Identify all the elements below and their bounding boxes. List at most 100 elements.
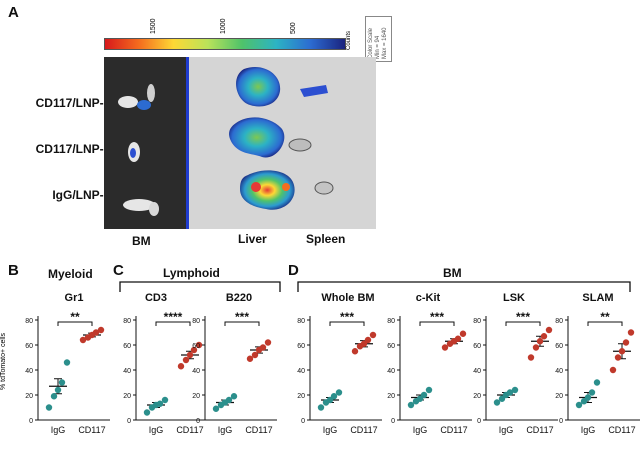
data-point-cd117 [454,335,462,342]
plot-title: c-Kit [416,292,441,304]
data-point-cd117 [360,340,368,347]
data-point-cd117 [79,336,87,344]
data-point-igg [335,389,343,396]
spleen-2 [288,138,312,152]
data-point-igg [580,398,588,405]
data-point-cd117 [545,326,553,334]
bracket-lymphoid [119,281,281,292]
row-label-2: CD117/LNP-Luc [35,142,125,156]
significance-label: *** [516,310,530,324]
liver-hotspot [282,183,290,191]
data-point-igg [58,379,66,386]
y-tick-label: 80 [555,318,563,325]
y-tick-label: 0 [29,418,33,425]
significance-label: ** [70,310,80,324]
data-point-cd117 [618,348,626,355]
data-point-cd117 [264,339,272,346]
y-tick-label: 40 [192,368,200,375]
data-point-igg [506,389,514,396]
y-tick-label: 60 [473,343,481,350]
data-point-igg [54,386,62,394]
y-tick-label: 60 [25,343,33,350]
plot-title: SLAM [582,292,613,304]
y-tick-label: 40 [555,368,563,375]
x-tick-label: IgG [218,425,233,435]
y-tick-label: 0 [196,418,200,425]
significance-label: *** [235,310,249,324]
data-point-cd117 [369,331,377,339]
y-tick-label: 60 [387,343,395,350]
data-point-cd117 [177,363,185,370]
significance-label: ** [600,310,610,324]
spleen-3 [314,181,334,195]
liver-1 [236,67,281,107]
organ-label-liver: Liver [238,232,267,246]
y-tick-label: 40 [387,368,395,375]
plot-slam: SLAM 0 20 40 60 80 IgG CD117 ** [555,292,640,435]
data-point-cd117 [364,336,372,344]
y-tick-label: 20 [25,393,33,400]
significance-bracket [587,321,623,326]
data-point-igg [212,405,220,412]
data-point-igg [326,396,334,404]
y-tick-label: 20 [297,393,305,400]
y-tick-label: 40 [25,368,33,375]
data-point-igg [498,395,506,402]
panel-b-label: B [8,262,19,279]
data-point-cd117 [536,338,544,345]
x-tick-label: IgG [413,425,428,435]
y-tick-label: 20 [473,393,481,400]
data-point-igg [50,393,58,400]
significance-bracket [419,321,455,326]
bm-bone [123,199,155,211]
y-tick-label: 80 [123,318,131,325]
x-tick-label: IgG [499,425,514,435]
color-scale-bar [104,38,346,50]
bioluminescence-image [104,57,376,229]
bm-signal [137,100,151,110]
bm-bone [149,202,159,216]
x-tick-label: CD117 [245,425,272,435]
data-point-igg [593,379,601,386]
data-point-igg [493,399,501,406]
data-point-cd117 [246,355,254,362]
data-point-igg [416,395,424,402]
data-point-cd117 [92,329,100,336]
plot-c-kit: c-Kit 0 20 40 60 80 IgG CD117 *** [387,292,472,435]
panel-a-label: A [8,4,19,21]
x-tick-label: CD117 [176,425,203,435]
x-tick-label: CD117 [350,425,377,435]
significance-bracket [505,321,541,326]
liver-hotspot [251,182,261,192]
data-point-cd117 [614,354,622,361]
plot-cd3: CD3 0 20 40 60 80 IgG CD117 **** [123,292,208,435]
data-point-igg [420,391,428,399]
data-point-cd117 [540,333,548,340]
x-tick-label: CD117 [440,425,467,435]
data-point-cd117 [259,344,267,351]
plot-gr1: Gr1 0 20 40 60 80 IgG CD117 ** [25,292,110,435]
y-tick-label: 0 [391,418,395,425]
y-tick-label: 80 [25,318,33,325]
y-tick-label: 80 [387,318,395,325]
y-tick-label: 60 [192,343,200,350]
data-point-cd117 [97,326,105,334]
data-point-igg [330,393,338,400]
data-point-igg [575,401,583,409]
data-point-igg [588,389,596,396]
spleen-1 [300,85,328,97]
bracket-bm [297,281,631,292]
data-point-igg [425,386,433,394]
x-tick-label: CD117 [608,425,635,435]
panel-c-label: C [113,262,124,279]
x-tick-label: IgG [149,425,164,435]
y-tick-label: 60 [123,343,131,350]
x-tick-label: IgG [581,425,596,435]
y-tick-label: 20 [555,393,563,400]
header-lymphoid: Lymphoid [163,266,220,280]
significance-label: **** [164,310,183,324]
data-point-igg [63,359,71,366]
data-point-igg [584,394,592,401]
